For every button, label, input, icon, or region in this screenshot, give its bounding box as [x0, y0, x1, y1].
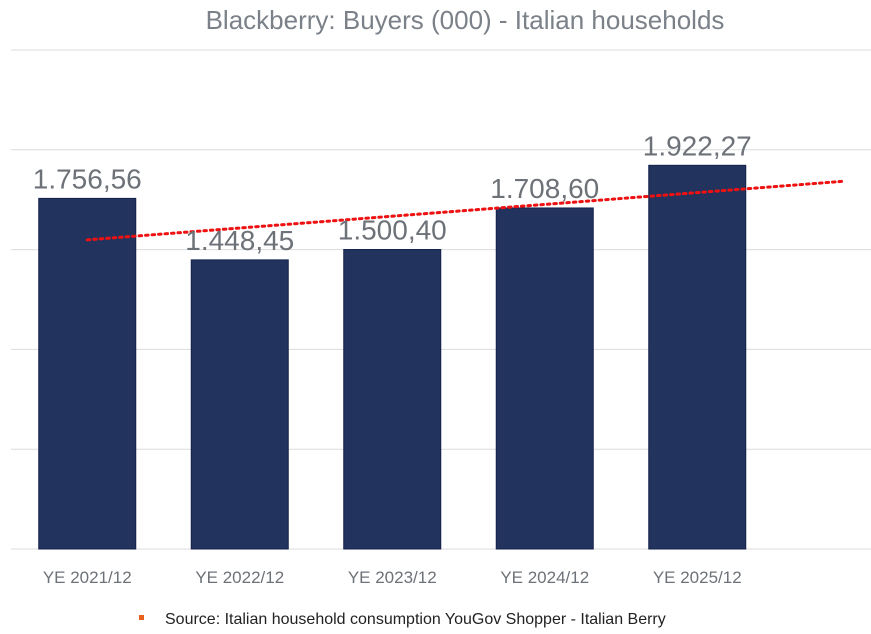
trendline [85, 179, 847, 242]
bar [38, 197, 137, 550]
x-tick-label: YE 2022/12 [195, 568, 284, 587]
data-label: 1.756,56 [33, 163, 142, 194]
bar [648, 164, 747, 550]
bar [190, 259, 289, 550]
bar [343, 249, 442, 550]
data-label: 1.708,60 [490, 173, 599, 204]
x-tick-label: YE 2024/12 [500, 568, 589, 587]
x-tick-label: YE 2021/12 [43, 568, 132, 587]
data-label: 1.922,27 [643, 130, 752, 161]
bar [495, 207, 594, 550]
source-marker [139, 615, 144, 620]
x-tick-label: YE 2025/12 [653, 568, 742, 587]
source-note: Source: Italian household consumption Yo… [165, 611, 666, 628]
data-label: 1.500,40 [338, 215, 447, 246]
data-label: 1.448,45 [185, 225, 294, 256]
x-tick-label: YE 2023/12 [348, 568, 437, 587]
chart-title: Blackberry: Buyers (000) - Italian house… [206, 5, 725, 35]
